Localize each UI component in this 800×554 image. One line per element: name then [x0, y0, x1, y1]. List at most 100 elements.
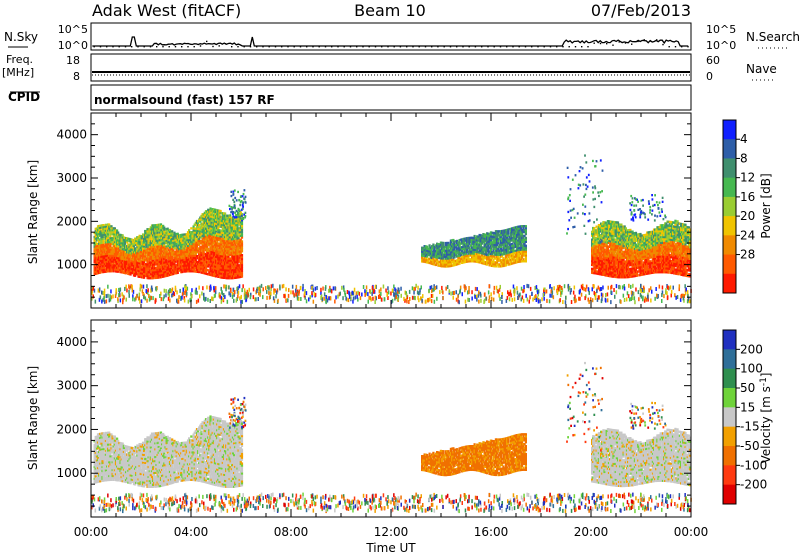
- power-cell: [203, 244, 206, 248]
- power-cell: [226, 263, 229, 266]
- power-cell: [423, 252, 426, 256]
- power-cell: [154, 232, 157, 235]
- nsearch-point: [199, 45, 202, 47]
- power-cell: [100, 234, 103, 237]
- power-cell: [240, 242, 244, 245]
- power-cell: [218, 258, 221, 261]
- nsearch-point: [393, 46, 395, 48]
- power-cell: [194, 229, 197, 232]
- nsearch-point: [412, 46, 414, 48]
- power-cell: [181, 268, 184, 272]
- power-cell: [199, 267, 202, 270]
- power-cell: [222, 229, 226, 233]
- power-cell: [239, 238, 242, 241]
- power-cell: [103, 257, 106, 260]
- power-cell: [163, 261, 166, 264]
- power-cell: [190, 231, 193, 234]
- power-cell: [198, 237, 201, 241]
- power-cell: [224, 253, 227, 256]
- power-cell: [112, 252, 115, 255]
- power-cell: [212, 261, 215, 264]
- power-cell: [240, 259, 244, 263]
- nsearch-point: [299, 46, 302, 48]
- power-cell: [140, 270, 143, 273]
- power-cell: [194, 252, 197, 256]
- nsearch-point: [681, 46, 683, 48]
- nsearch-point: [568, 46, 570, 48]
- nsearch-point: [656, 39, 658, 41]
- power-cell: [99, 244, 102, 247]
- power-cell: [108, 260, 111, 263]
- power-cell: [203, 241, 206, 244]
- power-cell: [145, 274, 148, 278]
- power-cell: [200, 224, 203, 227]
- nsearch-point: [268, 46, 270, 48]
- power-cell: [158, 266, 161, 269]
- nsearch-point: [99, 46, 102, 48]
- power-cell: [96, 260, 100, 263]
- power-cell: [212, 218, 215, 221]
- power-cell: [211, 239, 214, 242]
- power-cell: [209, 265, 212, 269]
- power-cell: [185, 262, 188, 265]
- power-cell: [99, 232, 102, 235]
- power-cell: [157, 237, 160, 240]
- nsearch-point: [431, 46, 433, 48]
- power-cell: [140, 260, 143, 263]
- power-cell: [147, 273, 150, 276]
- power-cell: [203, 258, 206, 261]
- power-cell: [149, 226, 152, 229]
- power-cell: [239, 217, 242, 220]
- power-cell: [99, 234, 102, 237]
- power-cell: [117, 233, 120, 236]
- power-cell: [139, 258, 142, 261]
- power-cell: [176, 240, 179, 243]
- power-cell: [136, 267, 139, 270]
- power-cell: [111, 246, 114, 249]
- power-cell: [594, 237, 597, 240]
- power-cell: [220, 258, 223, 262]
- power-cell: [145, 259, 148, 262]
- power-cell: [230, 239, 233, 243]
- power-cell: [217, 225, 220, 228]
- power-cell: [212, 214, 215, 217]
- power-cell: [158, 245, 161, 248]
- cpid-text: normalsound (fast) 157 RF: [94, 93, 275, 107]
- power-cell: [221, 255, 224, 258]
- power-cell: [226, 273, 229, 276]
- beam-title: Beam 10: [354, 1, 426, 20]
- power-cell: [230, 277, 233, 280]
- power-cell: [163, 275, 166, 278]
- power-cell: [212, 249, 215, 252]
- power-cell: [227, 218, 230, 221]
- power-cell: [173, 231, 176, 234]
- power-cell: [149, 249, 152, 252]
- nsearch-point: [381, 46, 383, 48]
- power-cell: [108, 254, 111, 257]
- power-cell: [185, 250, 188, 253]
- power-cell: [235, 245, 238, 248]
- power-cell: [217, 221, 220, 224]
- nsearch-point: [612, 44, 614, 46]
- power-cell: [127, 243, 130, 246]
- power-cell: [221, 223, 224, 227]
- power-cell: [199, 220, 202, 223]
- power-cell: [148, 275, 151, 278]
- power-cell: [103, 258, 106, 262]
- power-cell: [240, 226, 244, 229]
- power-cell: [208, 212, 211, 216]
- power-cell: [117, 239, 120, 242]
- power-cell: [167, 244, 170, 248]
- power-cell: [230, 255, 233, 258]
- power-cell: [158, 272, 161, 275]
- power-cell: [199, 218, 202, 221]
- nsearch-point: [556, 46, 558, 48]
- power-cell: [198, 224, 201, 227]
- power-cell: [158, 264, 161, 267]
- power-cell: [217, 258, 220, 261]
- power-cell: [206, 226, 209, 229]
- power-cell: [195, 245, 199, 248]
- power-cell: [167, 229, 170, 232]
- power-cell: [164, 257, 167, 260]
- power-cell: [149, 269, 152, 272]
